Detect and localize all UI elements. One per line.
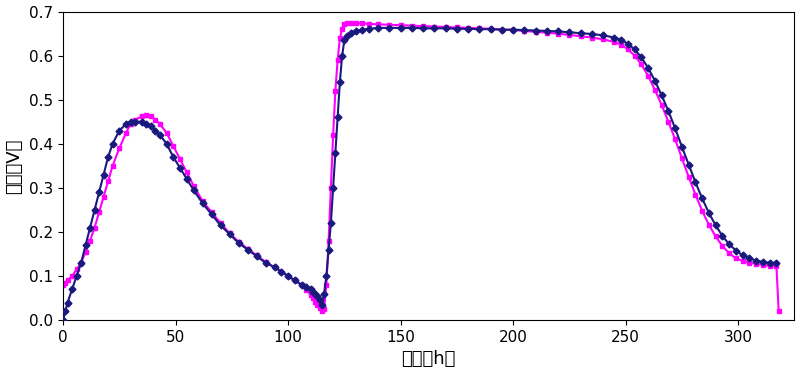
X-axis label: 时间（h）: 时间（h）: [402, 350, 456, 368]
Y-axis label: 电压（V）: 电压（V）: [6, 138, 23, 194]
